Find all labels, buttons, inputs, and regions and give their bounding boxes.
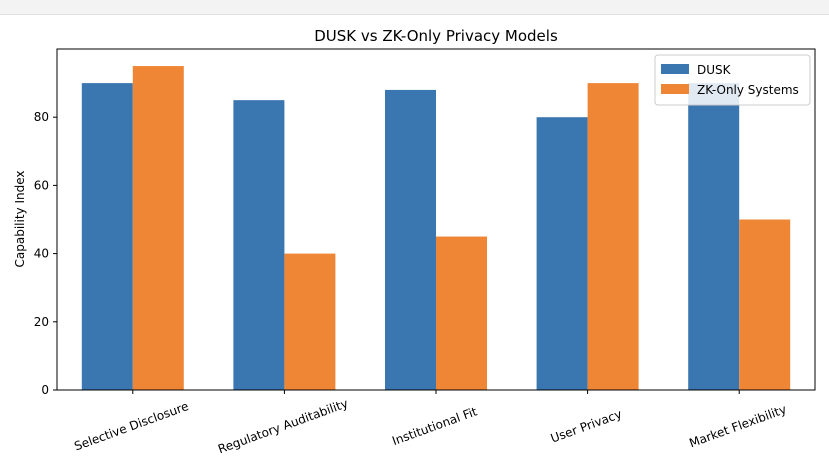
- legend-swatch: [661, 64, 689, 74]
- plot-area: Selective Disclosure Regulatory Auditabil…: [34, 66, 791, 456]
- chart-title: DUSK vs ZK-Only Privacy Models: [314, 27, 558, 45]
- plot-frame: [56, 48, 816, 391]
- bar-dusk-1: [81, 83, 133, 390]
- bar-zk-only-systems-2: [284, 253, 336, 390]
- bar-dusk-2: [233, 100, 285, 391]
- legend-label: ZK-Only Systems: [697, 83, 799, 97]
- bar-dusk-5: [688, 83, 740, 390]
- legend: DUSK ZK-Only Systems: [654, 54, 811, 106]
- y-tick-label: 0: [41, 383, 49, 397]
- x-tick-label: Institutional Fit: [390, 404, 479, 448]
- y-tick-label: 80: [34, 110, 49, 124]
- x-tick-label: User Privacy: [549, 407, 624, 446]
- bar-zk-only-systems-4: [587, 83, 639, 390]
- x-tick-label: Market Flexibility: [687, 402, 788, 450]
- x-tick-label: Regulatory Auditability: [216, 396, 350, 456]
- legend-swatch: [661, 84, 689, 94]
- bar-zk-only-systems-1: [132, 66, 184, 391]
- y-axis-label: Capability Index: [13, 171, 27, 268]
- y-tick-label: 40: [34, 247, 49, 261]
- bar-dusk-3: [385, 89, 436, 391]
- legend-box: [654, 54, 811, 106]
- y-tick-label: 20: [34, 315, 49, 329]
- bar-zk-only-systems-3: [436, 236, 487, 390]
- y-tick-label: 60: [34, 178, 49, 192]
- bar-dusk-4: [536, 117, 588, 390]
- bar-zk-only-systems-5: [739, 219, 791, 390]
- x-tick-label: Selective Disclosure: [72, 399, 190, 453]
- legend-label: DUSK: [697, 63, 732, 77]
